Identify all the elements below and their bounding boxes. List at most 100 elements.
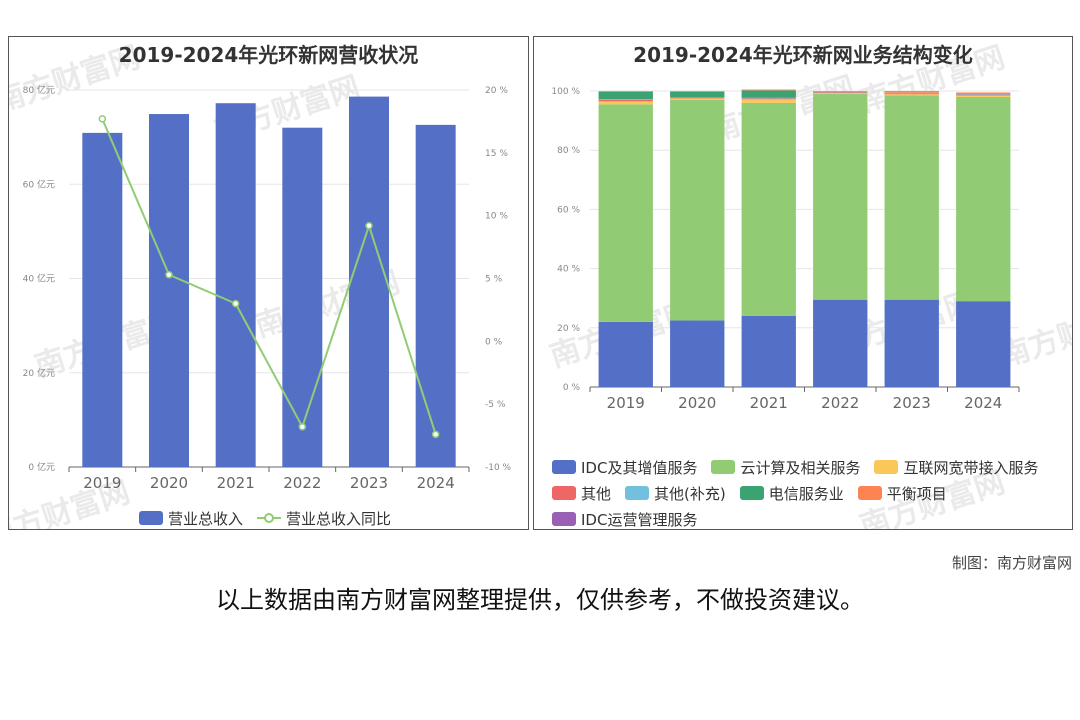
x-tick-label: 2022 [283,474,321,492]
business-structure-chart: 南方财富网南方财富网南方财富网南方财富网南方财富网南方财富网0 %20 %40 … [546,40,1072,529]
legend-item[interactable]: 营业总收入同比 [257,505,392,529]
stacked-segment [598,101,653,105]
legend-label: 营业总收入同比 [286,509,392,528]
legend-item[interactable]: 云计算及相关服务 [711,454,860,480]
stacked-segment [884,299,939,387]
business-structure-chart-panel: 南方财富网南方财富网南方财富网南方财富网南方财富网南方财富网0 %20 %40 … [533,36,1073,530]
yoy-line [101,118,437,435]
legend-label: 其他 [581,484,612,503]
revenue-bar [215,103,256,467]
legend-item[interactable]: 平衡项目 [857,480,947,506]
legend-item[interactable]: 互联网宽带接入服务 [874,454,1038,480]
legend-label: 云计算及相关服务 [740,458,861,477]
x-tick-label: 2021 [750,394,788,412]
legend-swatch [257,511,282,525]
y2-tick-label: 15 % [485,149,508,159]
revenue-bar [149,114,189,467]
chart-credit: 制图：南方财富网 [951,554,1072,572]
legend-item[interactable]: 其他(补充) [625,480,726,506]
stacked-segment [670,97,725,99]
stacked-segment [670,99,725,321]
yoy-point [431,430,440,439]
stacked-segment [741,102,796,316]
stacked-segment [741,90,796,98]
x-tick-label: 2021 [217,474,255,492]
revenue-bar [82,132,123,467]
stacked-segment [670,320,725,387]
stacked-segment [813,299,868,387]
stacked-segment [956,93,1011,95]
yoy-point [365,221,373,230]
legend-swatch [625,486,650,500]
revenue-chart-legend: 营业总收入 营业总收入同比 [139,505,405,529]
stacked-segment [813,93,868,300]
stacked-segment [813,91,868,93]
stacked-segment [741,315,796,387]
legend-swatch [552,512,576,526]
x-tick-label: 2019 [83,474,121,492]
y2-tick-label: 20 % [485,86,508,96]
x-tick-label: 2023 [893,394,931,412]
business-structure-chart-title: 2019-2024年光环新网业务结构变化 [633,43,973,67]
y2-tick-label: 5 % [485,275,503,285]
stacked-segment [670,98,725,100]
legend-label: IDC运营管理服务 [581,510,698,529]
x-tick-label: 2019 [607,394,645,412]
y2-tick-label: 10 % [485,212,508,222]
y2-tick-label: -10 % [485,463,512,473]
stacked-segment [741,97,796,99]
stacked-segment [813,92,868,94]
legend-swatch [711,460,736,474]
legend-label: 电信服务业 [768,484,844,503]
x-tick-label: 2024 [964,394,1002,412]
stacked-segment [741,99,796,103]
legend-item[interactable]: 营业总收入 [139,505,244,529]
legend-item[interactable]: 其他 [552,480,611,506]
y-tick-label: 80 % [557,146,580,156]
legend-item[interactable]: IDC运营管理服务 [552,506,698,529]
legend-swatch [857,486,882,500]
y-tick-label: 80 亿元 [23,84,55,96]
y-tick-label: 0 % [563,383,581,393]
x-tick-label: 2022 [821,394,859,412]
stacked-segment [598,321,653,387]
legend-item[interactable]: 电信服务业 [739,480,844,506]
legend-label: 营业总收入 [168,509,244,528]
stacked-segment [670,91,725,98]
business-structure-chart-legend: IDC及其增值服务 云计算及相关服务 互联网宽带接入服务其他 其他(补充) 电信服务业 平… [552,454,1072,529]
stacked-segment [598,91,653,92]
legend-item[interactable]: IDC及其增值服务 [552,454,697,480]
legend-label: IDC及其增值服务 [581,458,698,477]
stacked-segment [598,91,653,100]
y2-tick-label: -5 % [485,400,506,410]
x-tick-label: 2024 [417,474,455,492]
revenue-bar [282,127,323,467]
yoy-point [98,115,107,123]
legend-swatch [874,460,899,474]
legend-swatch [552,486,576,500]
stacked-segment [956,96,1011,302]
stacked-segment [813,93,868,94]
revenue-bar [415,124,456,467]
legend-swatch [139,511,163,525]
legend-swatch [552,460,576,474]
y-tick-label: 0 亿元 [28,461,55,473]
yoy-point [298,423,307,431]
stacked-segment [741,98,796,100]
y-tick-label: 40 亿元 [23,273,55,285]
disclaimer-text: 以上数据由南方财富网整理提供，仅供参考，不做投资建议。 [216,586,864,614]
legend-label: 互联网宽带接入服务 [903,458,1039,477]
y-tick-label: 60 % [557,205,580,215]
y-tick-label: 100 % [551,87,580,97]
y-tick-label: 40 % [557,265,580,275]
yoy-point [165,270,173,279]
legend-swatch [739,486,764,500]
revenue-bar [349,96,389,467]
y-tick-label: 20 % [557,324,580,334]
y-tick-label: 60 亿元 [23,178,55,190]
stacked-segment [598,104,653,322]
stacked-segment [884,92,939,94]
stacked-segment [884,93,939,95]
y-tick-label: 20 亿元 [23,367,55,379]
